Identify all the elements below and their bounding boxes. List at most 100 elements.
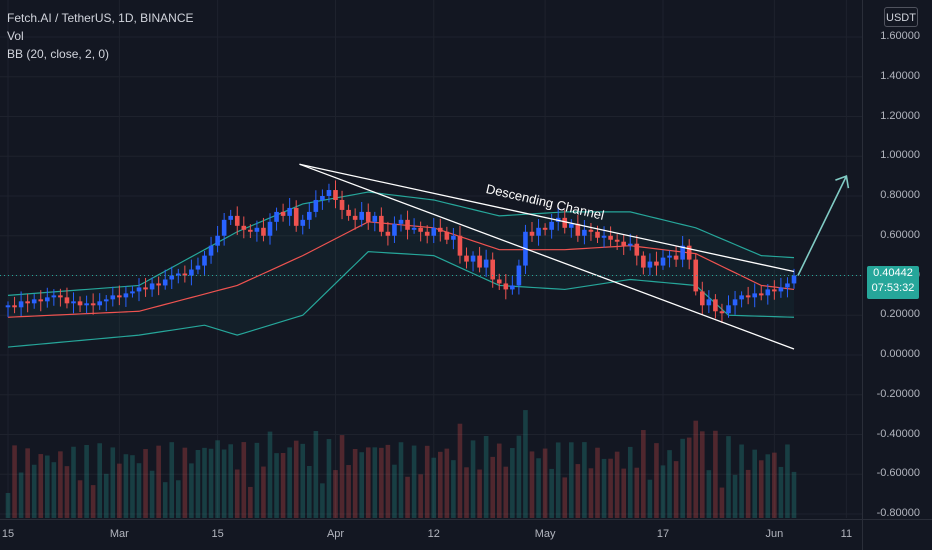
- currency-button[interactable]: USDT: [884, 7, 918, 27]
- volume-bar: [64, 466, 70, 518]
- candle-body: [182, 273, 188, 276]
- candle-body: [503, 283, 509, 290]
- candle-body: [582, 229, 587, 236]
- candle-body: [739, 295, 744, 300]
- time-tick-label: 17: [656, 528, 670, 540]
- bollinger-bands-label[interactable]: BB (20, close, 2, 0): [7, 47, 110, 61]
- volume-bar: [582, 442, 587, 518]
- volume-bar: [365, 447, 371, 518]
- time-tick-label: Apr: [326, 528, 345, 540]
- volume-bar: [464, 467, 469, 518]
- candle-body: [12, 305, 17, 308]
- time-tick-label: Mar: [109, 528, 129, 540]
- candle-body: [25, 301, 30, 304]
- volume-bar: [84, 445, 89, 518]
- candle-body: [457, 235, 463, 256]
- candle-body: [536, 227, 541, 236]
- price-tick-label: -0.20000: [876, 387, 920, 400]
- time-tick-label: Jun: [765, 528, 784, 540]
- last-price-value: 0.40442: [873, 267, 913, 279]
- bb-lower-line: [7, 251, 795, 348]
- price-tick-label: -0.40000: [876, 427, 920, 440]
- breakout-arrow-head: [835, 175, 850, 189]
- volume-bar: [621, 468, 626, 518]
- candle-body: [38, 299, 44, 302]
- volume-bar: [202, 447, 207, 518]
- volume-bar: [300, 443, 306, 518]
- candle-body: [300, 219, 306, 226]
- volume-bar: [772, 452, 777, 518]
- candle-body: [542, 227, 548, 230]
- candle-body: [726, 305, 731, 314]
- volume-bar: [58, 451, 63, 518]
- volume-bar: [647, 479, 653, 518]
- volume-bar: [97, 443, 102, 518]
- price-tick-label: 0.00000: [880, 348, 920, 360]
- candle-body: [418, 227, 423, 232]
- breakout-arrow-shaft: [797, 175, 848, 276]
- symbol-title[interactable]: Fetch.AI / TetherUS, 1D, BINANCE: [7, 11, 194, 25]
- candle-body: [621, 241, 626, 246]
- candle-body: [713, 299, 718, 312]
- volume-bar: [339, 435, 345, 518]
- candle-body: [464, 255, 469, 262]
- candle-body: [516, 265, 522, 286]
- candle-body: [195, 265, 201, 270]
- last-price-tag: 0.40442 07:53:32: [867, 266, 919, 299]
- volume-bar: [333, 470, 338, 518]
- candle-body: [169, 275, 175, 280]
- candle-body: [765, 289, 771, 296]
- volume-bar: [713, 430, 718, 518]
- volume-bar: [398, 442, 404, 518]
- volume-bar: [130, 455, 135, 518]
- candle-body: [228, 215, 233, 220]
- volume-bar: [451, 460, 456, 518]
- candle-body: [110, 295, 116, 300]
- volume-bar: [569, 442, 574, 518]
- candle-body: [280, 211, 286, 216]
- candle-body: [785, 283, 790, 288]
- candle-body: [398, 219, 404, 224]
- volume-bar: [477, 469, 482, 518]
- candle-body: [575, 223, 581, 236]
- candle-body: [444, 231, 450, 240]
- volume-bar: [791, 471, 797, 518]
- candle-body: [352, 215, 358, 220]
- volume-bar: [614, 451, 620, 518]
- volume-bar: [45, 455, 50, 518]
- volume-bar: [634, 467, 640, 518]
- candle-body: [483, 259, 489, 268]
- volume-bar: [136, 463, 142, 518]
- price-tick-label: 1.20000: [880, 109, 920, 122]
- candle-body: [90, 303, 96, 306]
- candle-body: [215, 235, 220, 246]
- candle-body: [732, 299, 738, 306]
- time-tick-label: 15: [211, 528, 224, 540]
- candle-body: [438, 227, 443, 232]
- volume-bar: [18, 472, 24, 518]
- volume-bar: [686, 437, 692, 518]
- candle-body: [634, 243, 640, 256]
- candle-body: [261, 227, 266, 236]
- volume-bar: [490, 456, 495, 518]
- candle-body: [477, 255, 482, 268]
- volume-bar: [673, 461, 679, 518]
- volume-bar: [352, 448, 358, 518]
- volume-bar: [117, 463, 122, 518]
- volume-bar: [248, 486, 253, 518]
- candle-body: [654, 261, 659, 266]
- volume-bar: [5, 493, 11, 518]
- candle-body: [97, 301, 102, 306]
- candle-body: [156, 283, 161, 286]
- volume-bar: [320, 483, 325, 518]
- candle-body: [778, 287, 784, 292]
- volume-bar: [588, 468, 594, 518]
- candle-body: [569, 223, 574, 228]
- candle-body: [392, 223, 397, 236]
- volume-bar: [608, 458, 613, 518]
- bar-countdown: 07:53:32: [871, 282, 915, 294]
- volume-indicator-label[interactable]: Vol: [7, 29, 24, 43]
- volume-bar: [103, 473, 109, 518]
- volume-bar: [660, 465, 666, 518]
